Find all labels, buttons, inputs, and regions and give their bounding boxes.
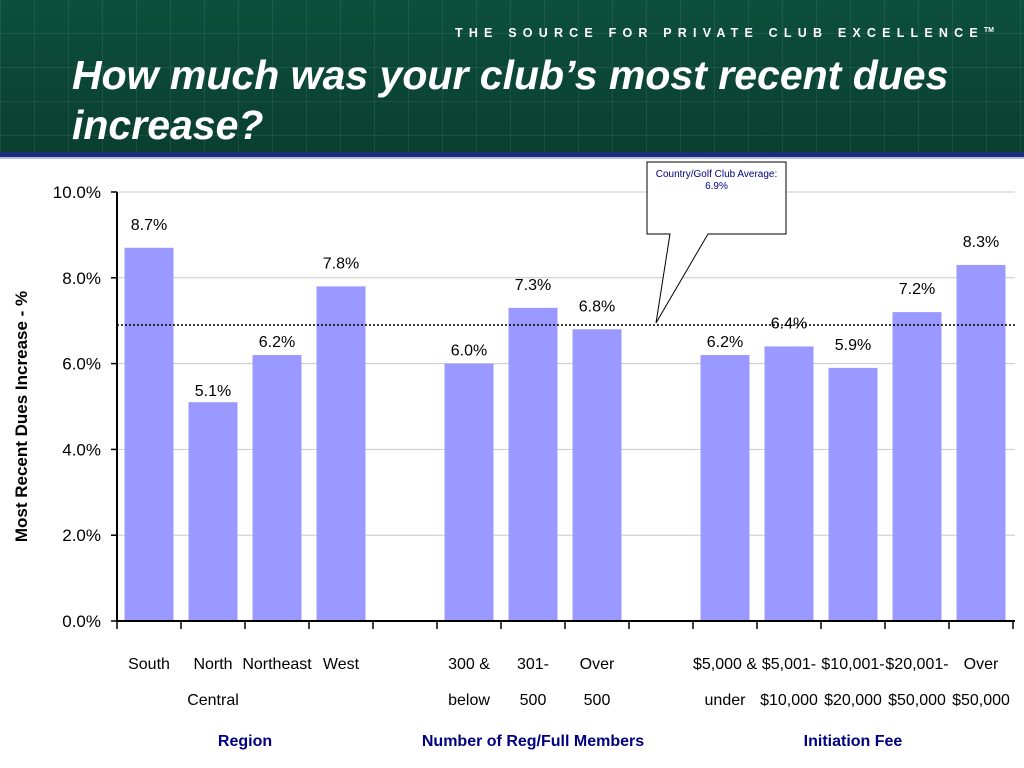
x-tick-label: $20,000	[824, 692, 882, 709]
y-tick-label: 10.0%	[53, 183, 101, 202]
data-label: 6.8%	[579, 298, 615, 315]
x-tick-label: Northeast	[242, 656, 312, 673]
bar	[956, 264, 1006, 621]
group-label: Region	[218, 733, 272, 750]
x-tick-label: $10,001-	[821, 656, 884, 673]
x-tick-label: Central	[187, 692, 239, 709]
header-banner: THE SOURCE FOR PRIVATE CLUB EXCELLENCETM…	[0, 0, 1024, 152]
average-callout-text: 6.9%	[705, 181, 728, 192]
trademark-mark: TM	[983, 26, 994, 34]
group-label: Number of Reg/Full Members	[422, 733, 644, 750]
x-tick-label: $20,001-	[885, 656, 948, 673]
x-tick-label: Over	[964, 656, 999, 673]
data-label: 7.2%	[899, 281, 935, 298]
x-tick-label: Over	[580, 656, 615, 673]
data-label: 6.2%	[707, 334, 743, 351]
data-label: 6.4%	[771, 315, 807, 332]
header-rule	[0, 152, 1024, 157]
x-tick-label: below	[448, 692, 490, 709]
bar	[124, 247, 174, 621]
x-tick-label: 500	[584, 692, 611, 709]
bar	[188, 402, 238, 621]
x-tick-label: South	[128, 656, 170, 673]
bar	[444, 363, 494, 621]
x-tick-label: $50,000	[888, 692, 946, 709]
bar	[828, 367, 878, 621]
bar	[252, 355, 302, 621]
bar	[700, 355, 750, 621]
average-callout-box	[646, 161, 787, 324]
y-axis-label: Most Recent Dues Increase - %	[12, 291, 31, 542]
page-title: How much was your club’s most recent due…	[72, 52, 949, 148]
x-tick-label: 500	[520, 692, 547, 709]
average-callout-text: Country/Golf Club Average:	[656, 169, 778, 180]
data-label: 5.1%	[195, 383, 231, 400]
bar	[764, 346, 814, 621]
data-label: 8.7%	[131, 217, 167, 234]
x-tick-label: $10,000	[760, 692, 818, 709]
data-label: 6.2%	[259, 334, 295, 351]
bar	[508, 307, 558, 621]
bar	[572, 329, 622, 621]
bar	[316, 286, 366, 621]
y-tick-label: 8.0%	[62, 269, 101, 288]
x-tick-label: North	[193, 656, 232, 673]
bar	[892, 312, 942, 621]
group-label: Initiation Fee	[804, 733, 903, 750]
data-label: 6.0%	[451, 343, 487, 360]
data-label: 8.3%	[963, 234, 999, 251]
header-rule-light	[0, 157, 1024, 159]
y-tick-label: 2.0%	[62, 526, 101, 545]
y-tick-label: 6.0%	[62, 355, 101, 374]
x-tick-label: $5,000 &	[693, 656, 757, 673]
data-label: 5.9%	[835, 337, 871, 354]
y-tick-label: 4.0%	[62, 440, 101, 459]
x-tick-label: under	[705, 692, 747, 709]
tagline: THE SOURCE FOR PRIVATE CLUB EXCELLENCETM	[454, 26, 994, 40]
data-label: 7.3%	[515, 277, 551, 294]
x-tick-label: $50,000	[952, 692, 1010, 709]
x-tick-label: $5,001-	[762, 656, 816, 673]
header-pattern	[0, 0, 1024, 152]
data-label: 7.8%	[323, 255, 359, 272]
x-tick-label: 300 &	[448, 656, 490, 673]
y-tick-label: 0.0%	[62, 612, 101, 631]
x-tick-label: West	[323, 656, 360, 673]
x-tick-label: 301-	[517, 656, 549, 673]
